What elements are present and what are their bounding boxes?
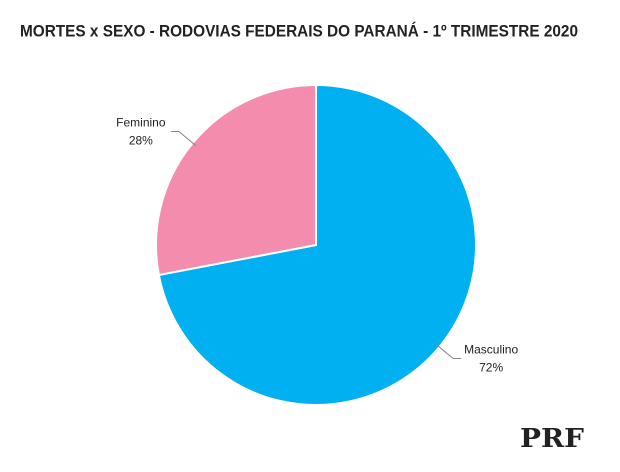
slice-value-label: 28% (129, 134, 153, 148)
leader-line (435, 344, 462, 359)
slice-label: Masculino (464, 343, 518, 357)
chart-title: MORTES x SEXO - RODOVIAS FEDERAIS DO PAR… (20, 21, 578, 40)
slice-value-label: 72% (479, 361, 503, 375)
slice-label: Feminino (116, 116, 166, 130)
leader-line (170, 131, 197, 146)
logo: PRF (520, 424, 585, 454)
